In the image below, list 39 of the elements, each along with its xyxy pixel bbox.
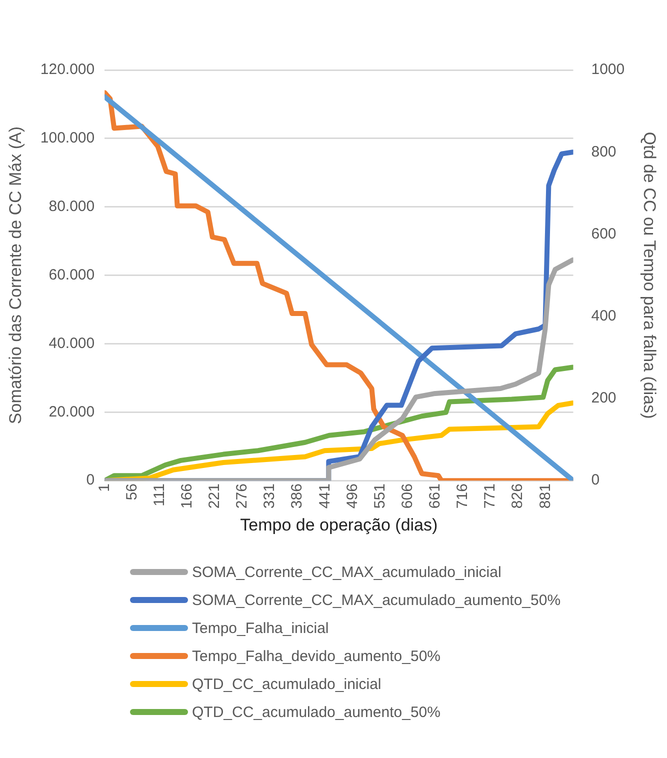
x-tick-label: 881 (536, 484, 554, 509)
y-tick-label: 100.000 (40, 130, 95, 147)
x-tick-label: 771 (482, 484, 499, 509)
x-tick-label: 606 (398, 484, 416, 509)
x-tick-label: 221 (206, 484, 224, 509)
y2-tick-label: 200 (591, 390, 616, 407)
x-tick-label: 661 (426, 484, 444, 509)
y2-tick-label: 1000 (591, 61, 625, 78)
legend-label: Tempo_Falha_devido_aumento_50% (192, 648, 441, 664)
x-tick-label: 111 (150, 484, 168, 506)
y-tick-label: 0 (86, 472, 95, 489)
x-tick-label: 56 (123, 484, 140, 500)
y2-tick-label: 800 (591, 143, 616, 160)
legend-label: Tempo_Falha_inicial (192, 620, 329, 636)
x-tick-label: 551 (371, 484, 388, 509)
y2-tick-label: 0 (591, 472, 600, 489)
x-tick-label: 716 (454, 484, 472, 509)
x-tick-label: 276 (234, 484, 251, 509)
legend-label: SOMA_Corrente_CC_MAX_acumulado_aumento_50% (192, 592, 561, 608)
y-tick-label: 80.000 (48, 198, 95, 215)
x-axis-title: Tempo de operação (dias) (240, 515, 438, 534)
y2-axis-title: Qtd de CC ou Tempo para falha (dias) (640, 132, 660, 419)
y-tick-label: 20.000 (48, 403, 95, 420)
x-tick-label: 331 (261, 484, 278, 509)
x-tick-label: 386 (288, 484, 306, 509)
legend-label: QTD_CC_acumulado_inicial (192, 676, 382, 692)
y-tick-label: 120.000 (40, 61, 95, 78)
y2-tick-label: 400 (591, 307, 616, 324)
y2-tick-label: 600 (591, 225, 616, 242)
y-axis-title: Somatório das Corrente de CC Máx (A) (6, 126, 25, 424)
y-tick-label: 40.000 (48, 334, 95, 352)
legend-label: SOMA_Corrente_CC_MAX_acumulado_inicial (192, 564, 502, 580)
x-tick-label: 496 (344, 484, 361, 509)
x-tick-label: 441 (316, 484, 334, 509)
legend-label: QTD_CC_acumulado_aumento_50% (192, 704, 440, 720)
x-tick-label: 166 (178, 484, 196, 509)
y-tick-label: 60.000 (48, 266, 95, 284)
x-tick-label: 826 (509, 484, 526, 509)
x-tick-label: 1 (96, 484, 113, 492)
